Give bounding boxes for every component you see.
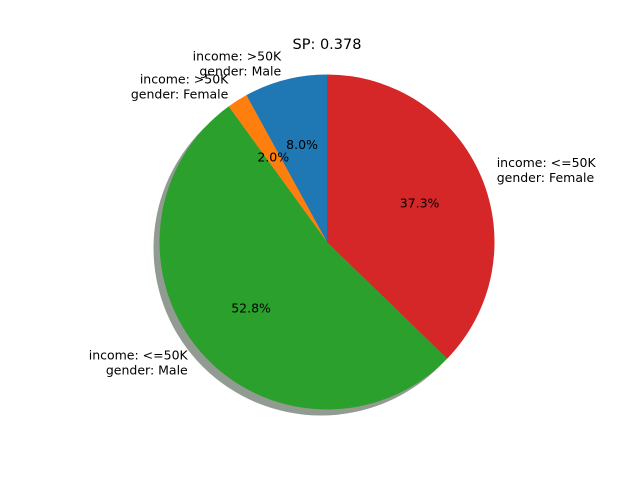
chart-title: SP: 0.378 [293,37,362,53]
pie-category-label-line: income: >50K [140,71,229,86]
pie-slice-2 [159,106,448,410]
pie-percent-label-1: 2.0% [257,150,289,165]
pie-slices [159,74,495,410]
pie-category-label-line: gender: Male [106,363,188,378]
pie-category-label-line: gender: Male [199,64,281,79]
pie-category-label-line: income: <=50K [497,155,597,170]
pie-category-label-1: income: >50K gender: Female [131,71,229,101]
pie-slice-3 [327,74,495,359]
pie-percent-label-2: 52.8% [231,300,271,315]
pie-slice-0 [246,74,327,242]
pie-category-label-2: income: <=50K gender: Male [89,348,189,378]
pie-percent-label-0: 8.0% [286,137,318,152]
pie-percent-labels: 8.0%2.0% 52.8% 37.3% [231,137,439,315]
pie-category-label-line: income: >50K [193,49,282,64]
pie-category-label-line: gender: Female [131,86,229,101]
pie-slice-1 [228,95,327,242]
pie-category-label-line: income: <=50K [89,348,189,363]
pie-category-label-3: income: <=50K gender: Female [497,155,597,185]
pie-category-label-0: income: >50K gender: Male [193,49,282,79]
pie-percent-label-3: 37.3% [400,195,440,210]
pie-category-label-line: gender: Female [497,170,595,185]
